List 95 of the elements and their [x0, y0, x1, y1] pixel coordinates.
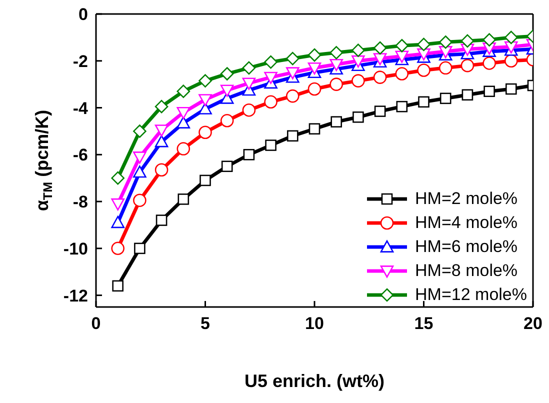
point	[287, 130, 298, 142]
point	[352, 74, 365, 88]
point	[286, 67, 300, 80]
point	[198, 102, 212, 114]
point	[308, 48, 322, 62]
x-tick-label: 15	[414, 314, 434, 334]
point	[111, 242, 124, 256]
x-tick-label: 0	[91, 314, 101, 334]
point	[330, 58, 343, 72]
point	[395, 50, 409, 63]
point	[111, 171, 124, 185]
point	[462, 89, 474, 101]
legend-label: HM=4 mole%	[415, 213, 518, 233]
y-tick-label: -8	[72, 192, 88, 212]
point	[156, 214, 168, 226]
point	[220, 84, 234, 97]
point	[438, 61, 452, 75]
point	[198, 126, 212, 140]
point	[482, 33, 496, 46]
point	[504, 30, 518, 44]
point	[112, 280, 124, 292]
point	[308, 82, 322, 96]
point	[242, 61, 256, 75]
y-tick-label: -12	[63, 286, 88, 306]
y-tick-label: -2	[72, 52, 88, 71]
point	[154, 135, 168, 148]
point	[417, 48, 430, 60]
y-tick-label: -6	[72, 146, 88, 165]
point	[134, 242, 146, 254]
point	[396, 100, 408, 112]
point	[264, 95, 278, 109]
y-tick-label: -4	[72, 98, 89, 118]
point	[154, 163, 168, 177]
point	[417, 38, 430, 52]
point	[242, 78, 256, 90]
y-tick-label: 0	[78, 5, 88, 24]
point	[265, 140, 276, 151]
point	[198, 74, 212, 88]
point	[460, 58, 474, 72]
point	[352, 44, 365, 57]
point	[176, 84, 190, 98]
y-tick-label: -10	[63, 239, 88, 258]
point	[506, 83, 517, 95]
point	[308, 62, 322, 75]
point	[418, 96, 430, 108]
point	[330, 116, 342, 128]
point	[111, 198, 124, 211]
point	[373, 70, 387, 84]
x-axis-title: U5 enrich. (wt%)	[244, 371, 385, 391]
legend-label: HM=12 mole%	[415, 285, 527, 305]
point	[286, 89, 300, 103]
point	[264, 55, 278, 69]
point	[133, 124, 146, 138]
point	[395, 38, 409, 52]
point	[176, 142, 190, 156]
point	[504, 54, 518, 68]
point	[352, 111, 364, 123]
x-tick-label: 10	[305, 314, 324, 334]
point	[484, 86, 495, 97]
point	[482, 56, 496, 70]
point	[460, 34, 474, 48]
point	[133, 194, 146, 207]
legend-label: HM=2 mole%	[415, 189, 518, 209]
point	[330, 78, 343, 91]
point	[286, 52, 300, 66]
point	[111, 216, 124, 228]
point	[154, 124, 168, 137]
point	[176, 107, 190, 120]
x-tick-label: 5	[200, 314, 210, 334]
legend-label: HM=6 mole%	[415, 237, 518, 257]
point	[308, 123, 320, 135]
x-tick-label: 20	[524, 314, 542, 334]
point	[243, 148, 255, 160]
point	[133, 152, 146, 164]
point	[438, 35, 452, 49]
point	[440, 92, 452, 104]
point	[352, 55, 365, 68]
point	[264, 72, 278, 84]
point	[374, 106, 386, 117]
point	[373, 41, 387, 55]
point	[200, 174, 211, 186]
point	[178, 194, 190, 205]
legend-label: HM=8 mole%	[415, 261, 518, 281]
point	[417, 64, 430, 77]
point	[221, 160, 233, 172]
point	[504, 41, 518, 54]
point	[220, 114, 234, 128]
point	[242, 103, 256, 117]
point	[198, 94, 212, 106]
point	[330, 46, 343, 60]
point	[176, 116, 190, 128]
point	[220, 67, 234, 80]
point	[154, 100, 168, 114]
point	[395, 67, 409, 80]
point	[133, 166, 146, 178]
